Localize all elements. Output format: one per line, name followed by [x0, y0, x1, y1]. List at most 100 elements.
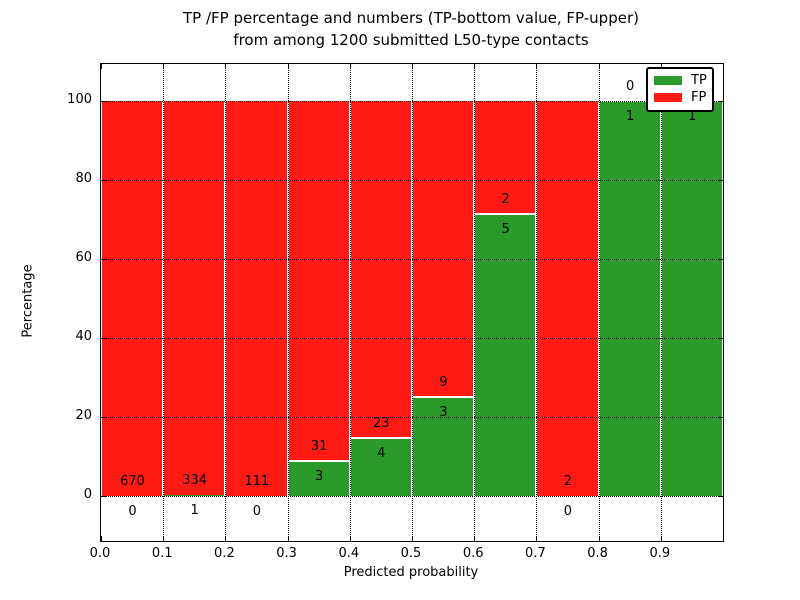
fp-count-label-7: 2 — [563, 474, 573, 489]
bar-segment-tp-8 — [599, 101, 660, 496]
y-tick-mark-right — [718, 259, 723, 260]
tp-count-label-1: 1 — [190, 502, 199, 518]
gridline-x-0.5 — [412, 64, 413, 541]
fp-count-label-3: 31 — [310, 439, 328, 455]
x-tick-mark-bottom — [474, 536, 476, 541]
y-tick-mark-left — [101, 496, 106, 497]
x-tick-label-0.5: 0.5 — [400, 546, 422, 561]
x-tick-mark-bottom — [598, 536, 600, 541]
y-tick-mark-right — [718, 496, 723, 497]
y-tick-mark-left — [101, 259, 106, 260]
chart-title-line2: from among 1200 submitted L50-type conta… — [233, 31, 589, 49]
bar-segment-tp-4 — [350, 437, 411, 496]
bar-segment-fp-4 — [350, 101, 411, 438]
tp-count-label-4: 4 — [377, 445, 386, 461]
tp-count-label-0: 0 — [128, 504, 137, 519]
x-tick-mark-top — [101, 64, 102, 69]
bar-boundary-edge-3 — [288, 460, 349, 463]
y-tick-label-20: 20 — [75, 408, 92, 423]
x-tick-label-0.1: 0.1 — [151, 546, 173, 561]
bar-segment-fp-5 — [413, 101, 474, 398]
tp-count-label-3: 3 — [314, 469, 324, 485]
fp-count-label-8: 0 — [625, 79, 635, 94]
y-tick-mark-right — [718, 180, 723, 181]
gridline-x-0.8 — [598, 64, 600, 541]
gridline-x-0.6 — [474, 64, 476, 541]
x-tick-mark-bottom — [660, 536, 662, 541]
x-tick-mark-top — [536, 64, 538, 69]
x-tick-label-0.7: 0.7 — [525, 546, 546, 561]
x-tick-label-0.6: 0.6 — [462, 546, 484, 561]
y-tick-label-0: 0 — [83, 487, 92, 502]
x-tick-label-0.4: 0.4 — [338, 546, 360, 561]
tp-swatch-icon — [654, 76, 682, 85]
fp-count-label-1: 334 — [182, 472, 208, 488]
gridline-x-0.2 — [225, 64, 227, 541]
x-tick-mark-top — [474, 64, 476, 69]
y-tick-mark-left — [101, 417, 106, 418]
gridline-x-0.9 — [660, 64, 662, 541]
y-tick-mark-left — [101, 338, 106, 339]
chart-title: TP /FP percentage and numbers (TP-bottom… — [100, 7, 722, 51]
x-tick-mark-top — [412, 64, 413, 69]
bar-segment-tp-3 — [288, 461, 349, 496]
y-axis-label: Percentage — [20, 264, 36, 338]
legend: TP FP — [646, 67, 714, 112]
x-tick-mark-top — [163, 64, 165, 69]
bar-segment-fp-3 — [288, 101, 349, 462]
tp-count-label-5: 3 — [439, 405, 448, 421]
legend-label-tp: TP — [691, 73, 707, 88]
tp-count-label-7: 0 — [563, 504, 573, 519]
x-tick-label-0.9: 0.9 — [649, 546, 671, 561]
x-axis-label: Predicted probability — [343, 565, 479, 580]
fp-swatch-icon — [654, 93, 682, 102]
x-tick-mark-top — [287, 64, 289, 69]
bar-segment-fp-0 — [102, 101, 163, 496]
bar-segment-tp-9 — [661, 101, 722, 496]
y-tick-label-60: 60 — [75, 250, 92, 265]
fp-count-label-2: 111 — [244, 474, 270, 489]
x-tick-mark-bottom — [225, 536, 227, 541]
y-tick-mark-left — [101, 180, 106, 181]
fp-count-label-5: 9 — [439, 375, 448, 391]
gridline-x-0.4 — [349, 64, 351, 541]
x-tick-mark-bottom — [349, 536, 351, 541]
bar-segment-fp-1 — [164, 101, 225, 495]
y-tick-label-80: 80 — [75, 171, 92, 186]
x-tick-mark-bottom — [412, 536, 413, 541]
tp-count-label-2: 0 — [252, 504, 262, 519]
bar-segment-tp-5 — [413, 397, 474, 496]
x-tick-mark-top — [349, 64, 351, 69]
legend-label-fp: FP — [691, 90, 707, 105]
tp-count-label-9: 1 — [688, 109, 697, 124]
x-tick-label-0.3: 0.3 — [276, 546, 297, 561]
bar-boundary-edge-4 — [350, 436, 411, 439]
plot-area: 6700334111103132349325200101 TP FP — [100, 63, 724, 542]
x-tick-label-0.0: 0.0 — [89, 546, 111, 561]
x-tick-label-0.2: 0.2 — [214, 546, 235, 561]
bar-segment-tp-1 — [164, 494, 225, 496]
bar-segment-tp-6 — [475, 213, 536, 496]
x-tick-mark-top — [660, 64, 662, 69]
legend-item-fp: FP — [654, 89, 712, 106]
chart-title-line1: TP /FP percentage and numbers (TP-bottom… — [183, 9, 639, 27]
bar-segment-fp-6 — [475, 101, 536, 214]
fp-count-label-6: 2 — [501, 191, 510, 207]
fp-count-label-4: 23 — [373, 415, 390, 431]
bar-boundary-edge-6 — [475, 212, 536, 215]
legend-item-tp: TP — [654, 72, 712, 89]
gridline-x-0.1 — [163, 64, 165, 541]
y-tick-mark-right — [718, 417, 723, 418]
gridline-x-0.7 — [536, 64, 538, 541]
y-tick-label-40: 40 — [75, 329, 92, 344]
x-tick-mark-bottom — [101, 536, 102, 541]
x-tick-label-0.8: 0.8 — [587, 546, 608, 561]
bar-segment-fp-2 — [226, 101, 287, 496]
x-tick-mark-bottom — [163, 536, 165, 541]
y-tick-mark-right — [718, 338, 723, 339]
tp-count-label-6: 5 — [501, 221, 510, 237]
y-tick-mark-right — [718, 101, 723, 102]
bar-segment-fp-7 — [537, 101, 598, 496]
x-tick-mark-top — [598, 64, 600, 69]
